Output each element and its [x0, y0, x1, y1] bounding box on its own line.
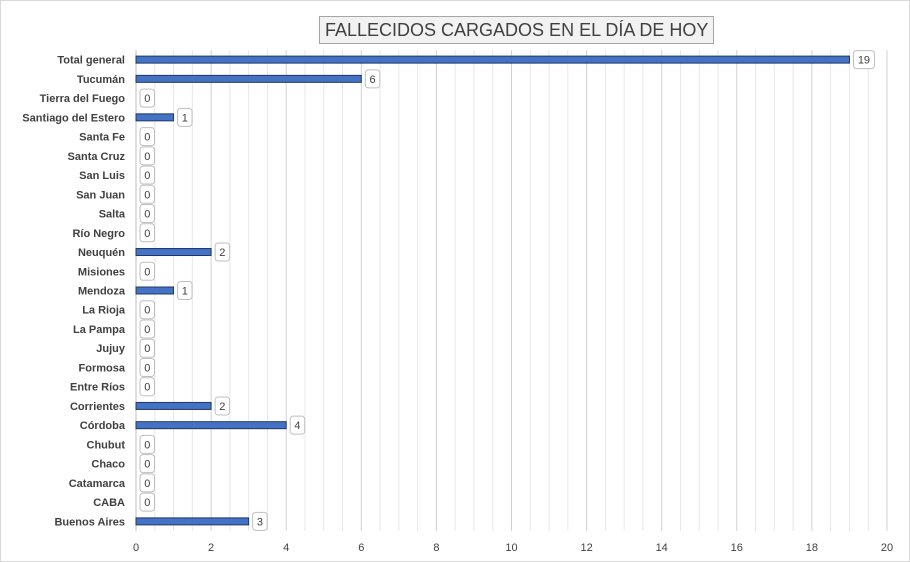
x-tick-label: 0 — [133, 542, 139, 554]
bar — [135, 55, 850, 64]
data-label-box — [139, 492, 155, 512]
data-label-box — [177, 281, 193, 300]
bar — [135, 248, 212, 257]
data-label-box — [289, 415, 306, 435]
x-tick-label: 20 — [881, 542, 893, 554]
data-label: 0 — [144, 324, 150, 336]
x-tick-label: 10 — [505, 542, 517, 554]
data-label-box — [139, 338, 155, 358]
x-tick-label: 14 — [656, 542, 668, 554]
category-label: Corrientes — [70, 401, 125, 413]
data-label: 1 — [182, 286, 188, 298]
data-label: 4 — [294, 420, 300, 432]
category-label: Formosa — [79, 362, 126, 374]
data-label-box — [139, 300, 155, 320]
category-label: San Luis — [79, 170, 125, 182]
data-label: 0 — [144, 439, 150, 451]
category-label: Santa Cruz — [68, 151, 126, 163]
chart-title: FALLECIDOS CARGADOS EN EL DÍA DE HOY — [319, 16, 715, 44]
category-label: Tucumán — [77, 74, 125, 86]
data-label-box — [177, 107, 193, 127]
x-tick-label: 6 — [358, 542, 364, 554]
x-tick-label: 18 — [806, 542, 818, 554]
data-label: 0 — [144, 132, 150, 144]
category-label: Neuquén — [78, 247, 125, 259]
category-label: Catamarca — [69, 478, 126, 490]
data-label: 0 — [144, 266, 150, 278]
category-label: Salta — [99, 209, 126, 221]
x-tick-label: 16 — [731, 542, 743, 554]
x-tick-label: 8 — [433, 542, 439, 554]
data-label-box — [139, 261, 155, 281]
x-tick-label: 4 — [283, 542, 289, 554]
x-tick-label: 2 — [208, 542, 214, 554]
data-label: 0 — [144, 362, 150, 374]
data-label: 0 — [144, 209, 150, 221]
category-label: Tierra del Fuego — [40, 93, 126, 105]
bar — [135, 401, 212, 410]
x-tick-label: 12 — [580, 542, 592, 554]
category-label: Jujuy — [96, 343, 126, 355]
data-label: 19 — [858, 55, 870, 67]
data-label-box — [214, 242, 231, 262]
bar — [135, 113, 175, 122]
category-label: Buenos Aires — [54, 516, 125, 528]
category-label: La Pampa — [73, 324, 126, 336]
data-label: 0 — [144, 305, 150, 317]
data-label-box — [139, 88, 155, 108]
data-label: 0 — [144, 343, 150, 355]
category-label: Total general — [57, 55, 125, 67]
data-label-box — [139, 223, 155, 243]
data-label-box — [139, 146, 155, 166]
data-label-box — [139, 319, 155, 339]
category-label: Chaco — [91, 459, 125, 471]
bar — [135, 421, 287, 430]
category-label: La Rioja — [82, 305, 126, 317]
data-label: 0 — [144, 497, 150, 509]
data-label-box — [139, 377, 155, 397]
data-label-box — [252, 511, 268, 531]
category-label: San Juan — [76, 189, 125, 201]
data-label-box — [852, 50, 875, 70]
category-label: Santa Fe — [79, 132, 125, 144]
data-label-box — [139, 454, 155, 474]
category-label: Chubut — [87, 439, 126, 451]
data-label: 6 — [369, 74, 375, 86]
data-label: 1 — [182, 112, 188, 124]
category-label: CABA — [93, 497, 125, 509]
category-label: Santiago del Estero — [22, 112, 125, 124]
data-label: 0 — [144, 151, 150, 163]
data-label: 0 — [144, 459, 150, 471]
data-label: 0 — [144, 382, 150, 394]
bar — [135, 286, 175, 295]
data-label-box — [139, 357, 155, 377]
data-label-box — [214, 396, 231, 416]
category-label: Misiones — [78, 266, 125, 278]
category-label: Córdoba — [80, 420, 126, 432]
data-label-box — [139, 204, 155, 224]
data-label-box — [139, 127, 155, 147]
data-label-box — [139, 184, 155, 204]
category-label: Mendoza — [78, 286, 126, 298]
data-label: 0 — [144, 478, 150, 490]
category-label: Río Negro — [72, 228, 125, 240]
data-label: 0 — [144, 93, 150, 105]
data-label-box — [139, 434, 155, 454]
data-label: 2 — [219, 247, 225, 259]
data-label: 3 — [257, 516, 263, 528]
data-label-box — [139, 473, 155, 493]
category-label: Entre Ríos — [70, 382, 125, 394]
data-label: 0 — [144, 228, 150, 240]
bar — [135, 517, 250, 526]
data-label: 2 — [219, 401, 225, 413]
data-label-box — [139, 165, 155, 185]
data-label: 0 — [144, 189, 150, 201]
data-label-box — [364, 69, 381, 89]
data-label: 0 — [144, 170, 150, 182]
bar — [135, 74, 362, 83]
